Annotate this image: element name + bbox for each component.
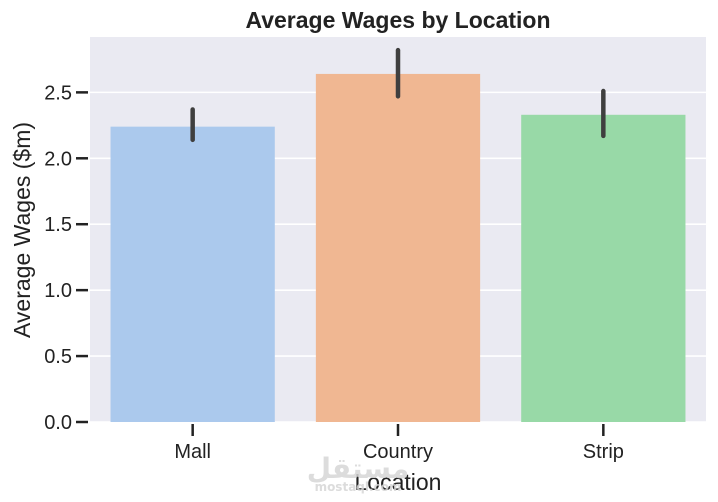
y-tick-label: 1.0: [44, 280, 72, 302]
y-tick-label: 2.0: [44, 148, 72, 170]
x-tick-label: Country: [363, 441, 433, 463]
y-axis: 0.0 0.5 1.0 1.5 2.0 2.5: [44, 82, 88, 434]
bar-mall: [110, 126, 275, 422]
y-tick-label: 2.5: [44, 82, 72, 104]
x-tick-label: Mall: [174, 441, 211, 463]
chart-title: Average Wages by Location: [245, 7, 550, 33]
bar-strip: [521, 114, 686, 422]
y-tick-label: 0.5: [44, 346, 72, 368]
x-tick-label: Strip: [583, 441, 624, 463]
y-axis-label: Average Wages ($m): [9, 122, 35, 338]
bar-country: [315, 73, 481, 422]
watermark: مستقل mostaql.com: [307, 452, 409, 494]
x-axis-label: Location: [355, 469, 442, 495]
bars-group: [110, 73, 686, 422]
error-bars-group: [190, 47, 606, 143]
x-axis: Mall Country Strip: [174, 424, 624, 463]
watermark-latin: mostaql.com: [315, 480, 402, 494]
y-tick-label: 0.0: [44, 412, 72, 434]
watermark-arabic: مستقل: [307, 452, 409, 485]
y-tick-label: 1.5: [44, 214, 72, 236]
